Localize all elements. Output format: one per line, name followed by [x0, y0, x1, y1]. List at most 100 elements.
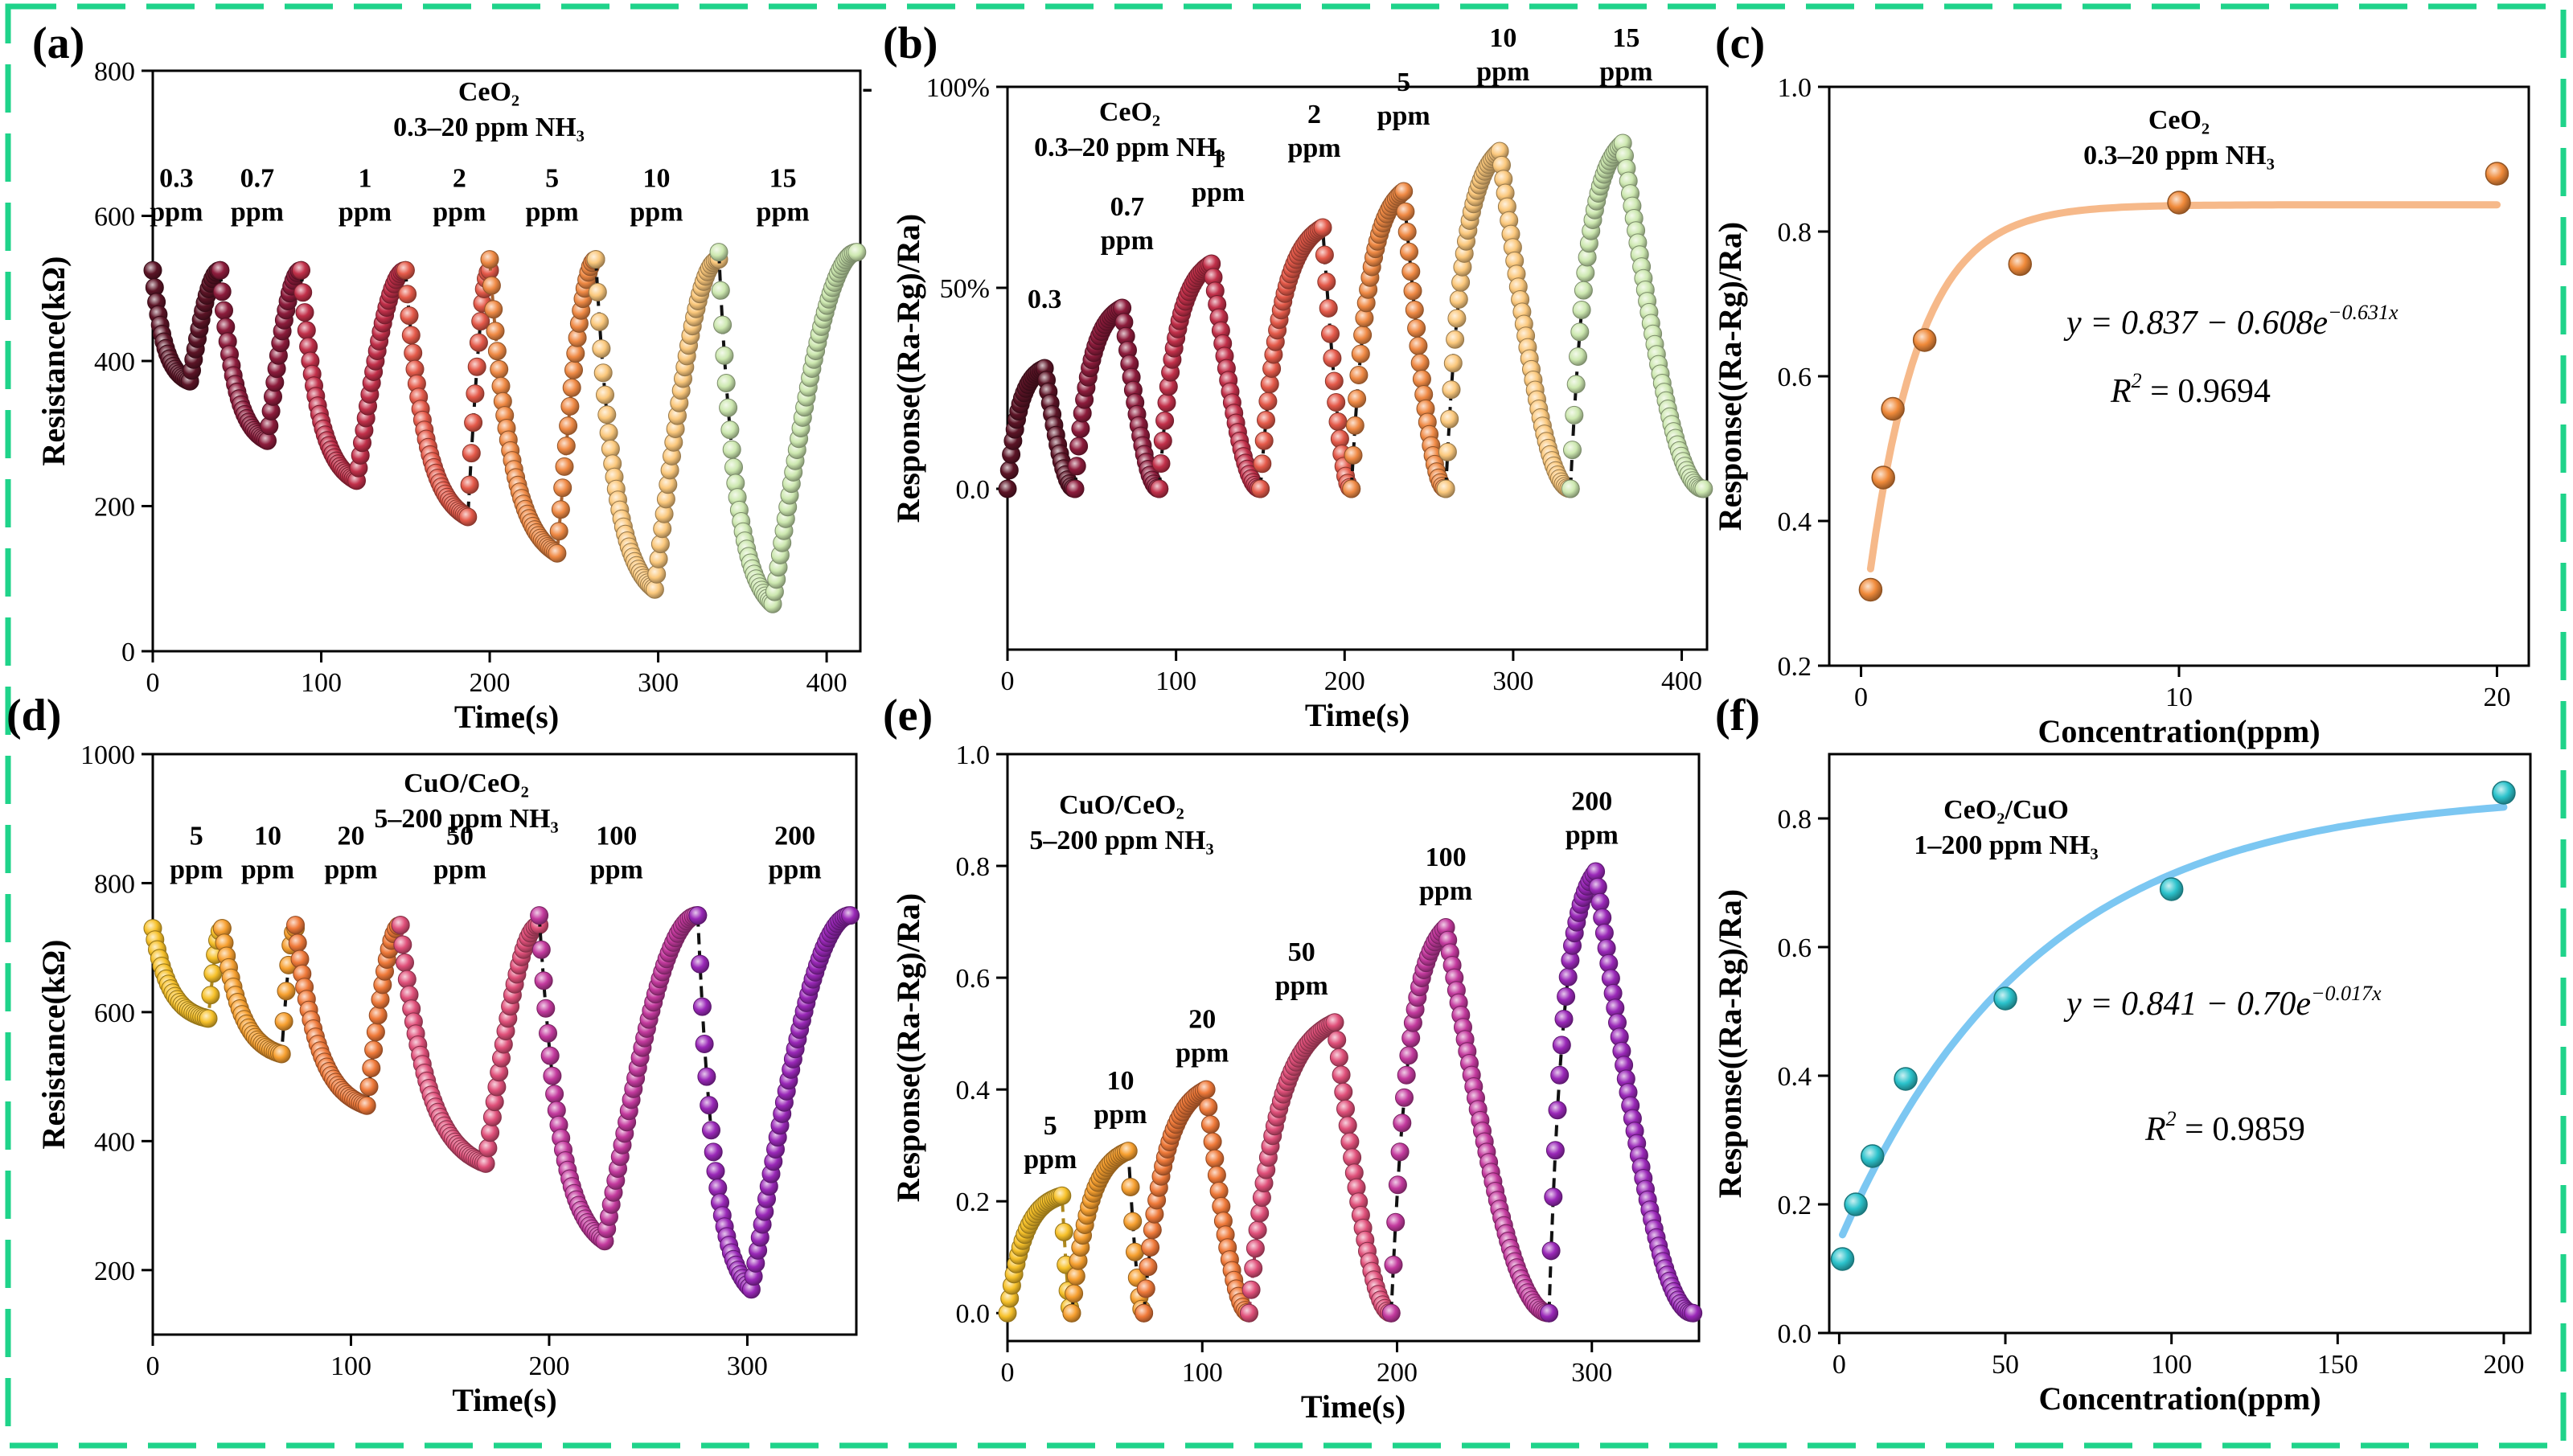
- chart-title: 1–200 ppm NH₃: [1914, 831, 2098, 860]
- data-point: [1209, 1181, 1229, 1200]
- data-point: [1143, 1220, 1162, 1240]
- y-axis-label: Response((Ra-Rg)/Ra): [1712, 222, 1748, 531]
- data-point: [1570, 322, 1590, 342]
- panel-label: (a): [32, 18, 84, 68]
- data-point: [1396, 202, 1415, 221]
- data-point: [1336, 1099, 1355, 1118]
- concentration-label: 10: [642, 163, 670, 193]
- data-point: [1141, 1238, 1160, 1257]
- data-point: [478, 1138, 498, 1158]
- x-tick-label: 0: [146, 1351, 160, 1381]
- data-point: [1554, 1010, 1574, 1028]
- data-point: [398, 285, 417, 304]
- data-point: [722, 440, 741, 459]
- data-point: [1329, 1048, 1348, 1067]
- data-point: [716, 374, 736, 392]
- x-tick-label: 200: [1324, 666, 1365, 696]
- y-axis-label: Response((Ra-Rg)/Ra): [1712, 889, 1748, 1198]
- x-tick-label: 200: [470, 668, 511, 698]
- figure-border: [5, 3, 2567, 1449]
- data-point: [548, 543, 567, 563]
- data-point: [1065, 1284, 1084, 1303]
- data-point: [2492, 781, 2516, 805]
- data-point: [1393, 1114, 1412, 1133]
- r-squared-exponent: 2: [2166, 1107, 2177, 1130]
- data-point: [464, 413, 483, 433]
- data-point: [1442, 380, 1461, 400]
- x-tick-label: 200: [528, 1351, 569, 1381]
- y-tick-label: 0.2: [1778, 1191, 1812, 1220]
- data-point: [1569, 347, 1587, 366]
- x-axis-label: Time(s): [454, 699, 559, 735]
- plot-frame: [1006, 85, 1709, 651]
- concentration-label: 0.7: [240, 163, 275, 193]
- concentration-label: ppm: [150, 197, 203, 227]
- x-tick-label: 100: [301, 668, 342, 698]
- plot-frame: [151, 753, 858, 1336]
- data-point: [1443, 354, 1463, 373]
- data-point: [1881, 396, 1905, 421]
- y-axis-label: Resistance(kΩ): [35, 940, 72, 1150]
- y-tick-label: 0.2: [1778, 652, 1812, 682]
- data-point: [143, 260, 162, 280]
- concentration-label: ppm: [433, 197, 486, 227]
- x-tick-label: 150: [2317, 1350, 2358, 1380]
- data-point: [1407, 318, 1426, 338]
- y-tick-label: 0.0: [1778, 1319, 1812, 1349]
- data-point: [2485, 162, 2509, 186]
- panel-d: (d) 0 100 200 300 200 400 600 800 1000 Time(s) Resi…: [6, 691, 860, 1418]
- data-point: [1349, 366, 1369, 384]
- data-point: [566, 344, 585, 363]
- data-point: [1894, 1067, 1918, 1091]
- concentration-label: 0.3: [1028, 285, 1062, 314]
- data-point: [1394, 182, 1414, 201]
- data-point: [564, 360, 583, 379]
- concentration-label: ppm: [590, 855, 643, 884]
- data-point: [1071, 419, 1090, 438]
- data-point: [1412, 370, 1431, 388]
- data-point: [645, 580, 664, 599]
- data-point: [1858, 577, 1883, 602]
- data-point: [531, 940, 551, 959]
- fit-equation-exponent: −0.631x: [2328, 301, 2399, 324]
- concentration-label: ppm: [1275, 971, 1328, 1001]
- data-point: [1590, 892, 1610, 912]
- data-point: [1139, 1257, 1158, 1277]
- data-point: [530, 906, 549, 925]
- r-squared: R2 = 0.9859: [2144, 1107, 2305, 1148]
- data-point: [1153, 431, 1172, 450]
- concentration-label: ppm: [769, 855, 822, 884]
- data-point: [719, 398, 738, 417]
- data-point: [1844, 1192, 1868, 1216]
- data-point: [1345, 416, 1364, 435]
- data-point: [400, 306, 419, 326]
- y-tick-label: 1000: [80, 740, 135, 770]
- panels: (a)0 100 200 300 4000200400600800Time(s)Resi…: [6, 18, 2532, 1425]
- data-point: [364, 1040, 384, 1060]
- data-point: [1381, 1303, 1401, 1323]
- concentration-label: ppm: [324, 855, 377, 884]
- data-point: [1327, 393, 1346, 412]
- panel-e: (e) 0 100 200 300 0.0 0.2 0.4 0.6 0.8 1.0 Time(s) Re…: [883, 691, 1703, 1425]
- data-point: [476, 1154, 495, 1173]
- data-point: [724, 457, 743, 477]
- data-point: [706, 1162, 725, 1181]
- data-point: [286, 916, 305, 935]
- data-point: [599, 423, 618, 442]
- data-point: [536, 999, 556, 1018]
- data-point: [1067, 457, 1086, 476]
- chart-title: CeO₂: [2148, 105, 2210, 135]
- data-point: [471, 312, 490, 331]
- data-point: [555, 457, 574, 476]
- x-axis-label: Time(s): [1301, 1388, 1406, 1425]
- data-point: [1541, 1241, 1561, 1261]
- data-point: [1121, 1178, 1140, 1196]
- data-point: [711, 281, 730, 300]
- data-point: [559, 416, 578, 436]
- data-point: [1319, 298, 1338, 318]
- concentration-label: 15: [769, 163, 797, 193]
- data-point: [841, 906, 860, 925]
- concentration-label: 50: [1288, 937, 1315, 967]
- data-point: [1694, 479, 1713, 498]
